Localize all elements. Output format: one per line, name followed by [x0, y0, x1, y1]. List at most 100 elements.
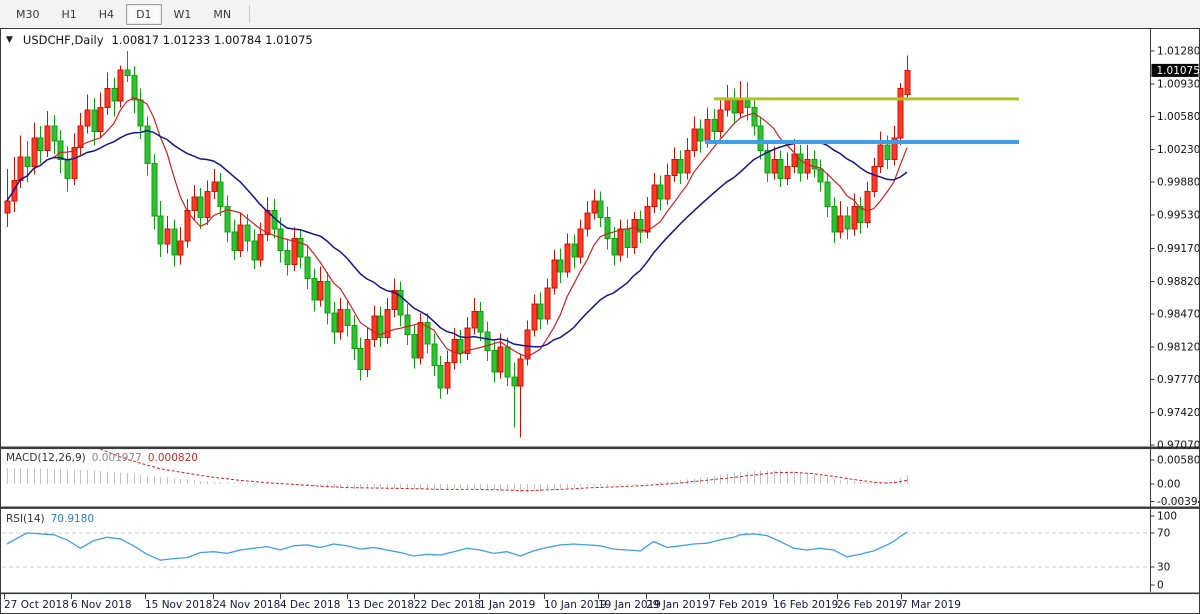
- date-axis-label: 19 Jan 2019: [598, 599, 661, 611]
- candle-body: [597, 200, 604, 219]
- candle-body: [624, 228, 631, 249]
- candle-body: [84, 109, 91, 127]
- candle-body: [224, 206, 231, 233]
- macd-axis-label: 0.005802: [1157, 455, 1199, 467]
- timeframe-button-h4[interactable]: H4: [98, 7, 115, 21]
- candle-body: [364, 338, 371, 370]
- candle-body: [584, 212, 591, 230]
- candle-body: [17, 156, 24, 181]
- candle-body: [797, 153, 804, 174]
- candle-body: [884, 144, 891, 161]
- candle-body: [411, 334, 418, 359]
- candle-body: [704, 119, 711, 142]
- chart-canvas[interactable]: 1.01280 1.00930 1.00580 1.00230 0.99880 0.995…: [1, 29, 1199, 613]
- collapse-chart-icon[interactable]: ▼: [6, 35, 13, 45]
- candle-body: [137, 99, 144, 127]
- candle-body: [51, 125, 58, 142]
- date-axis-label: 24 Nov 2018: [213, 599, 280, 611]
- panel-separator[interactable]: [1, 446, 1199, 450]
- rsi-name: RSI(14): [6, 513, 45, 525]
- date-axis-label: 10 Jan 2019: [544, 599, 607, 611]
- candle-body: [771, 159, 778, 174]
- candle-body: [791, 153, 798, 167]
- timeframe-button-d1[interactable]: D1: [126, 3, 162, 25]
- candle-body: [277, 228, 284, 251]
- price-axis-label: 0.99530: [1157, 209, 1199, 221]
- candle-body: [757, 125, 764, 151]
- candle-body: [831, 206, 838, 233]
- candle-body: [544, 287, 551, 320]
- price-axis-label: 1.00930: [1157, 78, 1199, 90]
- candle-body: [404, 314, 411, 336]
- macd-main-value: 0.001977: [91, 452, 142, 464]
- rsi-line: [6, 531, 908, 561]
- candle-body: [631, 219, 638, 249]
- date-axis-label: 13 Dec 2018: [347, 599, 414, 611]
- rsi-axis-label: 30: [1157, 562, 1170, 574]
- date-axis-label: 7 Mar 2019: [901, 599, 961, 611]
- candle-body: [44, 125, 51, 151]
- ma-fast-line: [6, 97, 908, 358]
- candle-body: [524, 329, 531, 360]
- candle-body: [151, 162, 158, 217]
- candle-body: [431, 343, 438, 367]
- candle-body: [357, 348, 364, 370]
- candle-body: [377, 315, 384, 338]
- candle-body: [511, 376, 518, 387]
- candle-body: [737, 100, 744, 114]
- date-axis-label: 15 Nov 2018: [145, 599, 212, 611]
- candle-body: [97, 106, 104, 133]
- candle-body: [371, 315, 378, 340]
- candle-body: [211, 181, 218, 193]
- chart-window: ▼ USDCHF,Daily 1.00817 1.01233 1.00784 1…: [0, 28, 1200, 614]
- candle-body: [444, 362, 451, 389]
- candle-body: [244, 224, 251, 242]
- candle-body: [157, 215, 164, 245]
- price-axis-label: 1.01280: [1157, 46, 1199, 58]
- candle-body: [684, 149, 691, 174]
- candle-body: [604, 217, 611, 239]
- timeframe-button-mn[interactable]: MN: [213, 7, 232, 21]
- date-axis-label: 16 Feb 2019: [773, 599, 838, 611]
- candle-body: [31, 137, 38, 167]
- current-price-box: [1151, 63, 1199, 77]
- price-axis-label: 0.97070: [1157, 440, 1199, 452]
- date-axis-label: 1 Jan 2019: [479, 599, 535, 611]
- candle-body: [477, 310, 484, 333]
- candle-body: [457, 338, 464, 354]
- rsi-axis-label: 70: [1157, 528, 1170, 540]
- candle-body: [484, 331, 491, 352]
- panel-separator[interactable]: [1, 592, 1199, 595]
- timeframe-button-h1[interactable]: H1: [61, 7, 77, 21]
- candle-body: [237, 224, 244, 251]
- candle-body: [564, 243, 571, 273]
- candle-body: [504, 346, 511, 378]
- macd-signal-value: 0.000820: [147, 452, 198, 464]
- candle-body: [391, 290, 398, 310]
- date-axis-label: 26 Feb 2019: [837, 599, 902, 611]
- candle-body: [717, 109, 724, 133]
- candle-body: [324, 280, 331, 314]
- macd-axis-label: 0.00: [1157, 479, 1180, 491]
- rsi-indicator-label: RSI(14) 70.9180: [6, 513, 94, 525]
- macd-axis-label: -0.003945: [1157, 496, 1199, 508]
- date-axis-label: 4 Dec 2018: [280, 599, 340, 611]
- candle-body: [384, 308, 391, 338]
- timeframe-button-w1[interactable]: W1: [173, 7, 192, 21]
- panel-separator[interactable]: [1, 506, 1199, 509]
- candle-body: [697, 128, 704, 142]
- candle-body: [864, 191, 871, 223]
- candle-body: [877, 144, 884, 167]
- candle-body: [904, 69, 911, 96]
- timeframe-button-m30[interactable]: M30: [16, 7, 40, 21]
- chart-title: ▼ USDCHF,Daily 1.00817 1.01233 1.00784 1…: [6, 33, 313, 47]
- candle-body: [777, 159, 784, 179]
- candle-body: [844, 215, 851, 230]
- candle-body: [871, 165, 878, 193]
- candle-body: [217, 181, 224, 208]
- candle-body: [657, 184, 664, 200]
- date-axis-label: 7 Feb 2019: [709, 599, 768, 611]
- ohlc-values: 1.00817 1.01233 1.00784 1.01075: [111, 33, 313, 47]
- ma-slow-line: [6, 129, 908, 348]
- candle-body: [424, 322, 431, 345]
